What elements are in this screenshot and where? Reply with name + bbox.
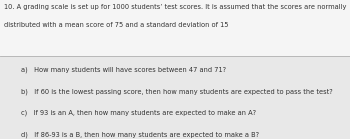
Text: d)   If 86-93 is a B, then how many students are expected to make a B?: d) If 86-93 is a B, then how many studen… xyxy=(21,131,259,138)
Text: b)   If 60 is the lowest passing score, then how many students are expected to p: b) If 60 is the lowest passing score, th… xyxy=(21,88,333,95)
Text: 10. A grading scale is set up for 1000 students’ test scores. It is assumed that: 10. A grading scale is set up for 1000 s… xyxy=(4,4,346,10)
Text: distributed with a mean score of 75 and a standard deviation of 15: distributed with a mean score of 75 and … xyxy=(4,22,229,28)
Text: c)   If 93 is an A, then how many students are expected to make an A?: c) If 93 is an A, then how many students… xyxy=(21,110,256,116)
Text: a)   How many students will have scores between 47 and 71?: a) How many students will have scores be… xyxy=(21,67,226,73)
Bar xyxy=(0,0,350,56)
